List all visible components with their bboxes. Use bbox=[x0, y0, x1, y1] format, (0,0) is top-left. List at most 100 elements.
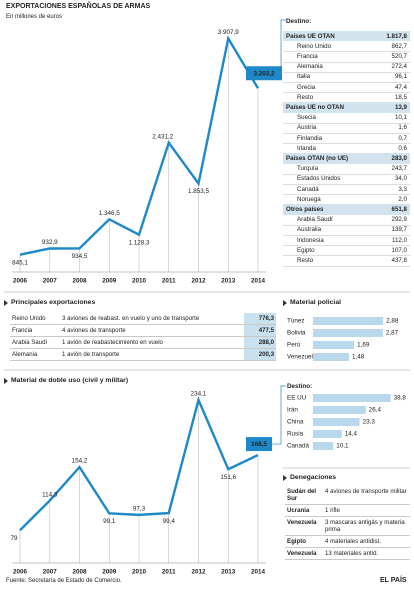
table-row: Arabia Saudí 1 avión de reabastecimiento … bbox=[10, 336, 276, 349]
group-name: Países UE OTAN bbox=[286, 32, 335, 40]
highlight-box bbox=[246, 437, 272, 452]
table-row: Reino Unido 3 aviones de reabast. en vuel… bbox=[10, 313, 276, 325]
amount: 272,4 bbox=[391, 63, 407, 71]
subtitle: En millones de euros bbox=[6, 14, 63, 20]
country: Estados Unidos bbox=[297, 175, 341, 183]
country: Alemania bbox=[10, 348, 60, 361]
data-label: 154,2 bbox=[72, 458, 88, 465]
x-tick-label: 2006 bbox=[13, 278, 28, 285]
x-tick-label: 2007 bbox=[43, 278, 58, 285]
category-label: Túnez bbox=[287, 318, 305, 325]
amount: 1,6 bbox=[398, 124, 407, 132]
country: Canadá bbox=[297, 185, 319, 193]
group-row: Países OTAN (no UE) 283,0 bbox=[283, 153, 410, 164]
heading-text: Denegaciones bbox=[290, 474, 337, 481]
country: Venezuela bbox=[285, 516, 323, 536]
country: Alemania bbox=[297, 63, 323, 71]
country: Grecia bbox=[297, 83, 316, 91]
x-tick-label: 2011 bbox=[162, 278, 176, 285]
data-label: 2,87 bbox=[386, 330, 399, 337]
marker bbox=[4, 377, 8, 384]
group-name: Países UE no OTAN bbox=[286, 103, 344, 111]
country: Sudán del Sur bbox=[285, 486, 323, 505]
country: Italia bbox=[297, 73, 311, 81]
x-tick-label: 2011 bbox=[162, 569, 176, 576]
group-name: Otros países bbox=[286, 205, 324, 213]
country: Irlanda bbox=[297, 144, 316, 152]
description: 4 aviones de transporte militar bbox=[323, 486, 410, 505]
group-value: 283,0 bbox=[391, 154, 407, 162]
table-row: Sudán del Sur 4 aviones de transporte mil… bbox=[285, 486, 410, 505]
bar bbox=[313, 329, 383, 337]
country: Ucrania bbox=[285, 504, 323, 517]
category-label: Perú bbox=[287, 342, 301, 349]
category-label: Venezuela bbox=[287, 354, 317, 361]
country-row: Canadá 3,3 bbox=[283, 184, 410, 196]
country: Arabia Saudí bbox=[10, 336, 60, 349]
x-tick-label: 2012 bbox=[191, 278, 206, 285]
amount: 18,5 bbox=[394, 93, 407, 101]
country: Finlandia bbox=[297, 134, 323, 142]
bar bbox=[313, 442, 334, 450]
data-label: 1.853,5 bbox=[188, 188, 210, 195]
x-tick-label: 2009 bbox=[102, 569, 117, 576]
country-row: Alemania 272,4 bbox=[283, 62, 410, 73]
country-row: Arabia Saudí 292,9 bbox=[283, 215, 410, 226]
data-label: 845,1 bbox=[12, 259, 28, 266]
data-label: 2.431,2 bbox=[152, 133, 174, 140]
amount: 200,3 bbox=[244, 348, 276, 361]
amount: 292,9 bbox=[391, 216, 407, 224]
group-value: 651,8 bbox=[391, 205, 407, 213]
country: Arabia Saudí bbox=[297, 216, 333, 224]
description: 1 avión de transporte bbox=[60, 348, 244, 361]
credit: EL PAÍS bbox=[380, 577, 407, 584]
description: 4 materiales antidist. bbox=[323, 535, 410, 548]
x-tick-label: 2008 bbox=[72, 569, 87, 576]
bar bbox=[313, 418, 360, 426]
data-label: 79 bbox=[10, 535, 18, 542]
country: Egipto bbox=[297, 246, 315, 254]
country-row: Turquía 243,7 bbox=[283, 164, 410, 175]
x-tick-label: 2014 bbox=[251, 278, 266, 285]
amount: 0,7 bbox=[398, 134, 407, 142]
table-title: Destino: bbox=[286, 18, 312, 25]
amount: 34,0 bbox=[394, 175, 407, 183]
x-tick-label: 2012 bbox=[191, 569, 206, 576]
group-row: Países UE OTAN 1.817,8 bbox=[283, 31, 410, 42]
data-label: 38,8 bbox=[394, 395, 407, 402]
destination-table: Destino: Países UE OTAN 1.817,8 Reino Unido… bbox=[283, 17, 410, 277]
amount: 2,0 bbox=[398, 195, 407, 203]
country-row: Egipto 107,0 bbox=[283, 245, 410, 257]
bar bbox=[313, 394, 391, 402]
category-label: China bbox=[287, 419, 304, 426]
country-row: Francia 520,7 bbox=[283, 51, 410, 63]
data-label: 1,69 bbox=[357, 342, 370, 349]
country: Francia bbox=[10, 324, 60, 337]
amount: 862,7 bbox=[391, 42, 407, 50]
table-row: Venezuela 13 materiales antid. bbox=[285, 547, 410, 560]
country-row: Australia 139,7 bbox=[283, 225, 410, 236]
data-label: 168,5 bbox=[251, 441, 267, 448]
country-row: Suecia 10,1 bbox=[283, 113, 410, 124]
data-label: 151,6 bbox=[220, 474, 236, 481]
heading-text: Material de doble uso (civil y militar) bbox=[11, 377, 129, 384]
source: Fuente: Secretaría de Estado de Comercio… bbox=[6, 578, 122, 584]
country: Indonesia bbox=[297, 236, 324, 244]
country: Noruega bbox=[297, 195, 321, 203]
category-label: Rusia bbox=[287, 431, 304, 438]
country: Reino Unido bbox=[297, 42, 332, 50]
group-name: Países OTAN (no UE) bbox=[286, 154, 349, 162]
heading-text: Principales exportaciones bbox=[11, 299, 96, 306]
data-label: 10,1 bbox=[336, 443, 349, 450]
data-label: 934,5 bbox=[72, 253, 88, 260]
country: Resto bbox=[297, 93, 314, 101]
country-row: Estados Unidos 34,0 bbox=[283, 174, 410, 185]
heading-text: Material policial bbox=[290, 299, 341, 306]
marker bbox=[283, 474, 287, 481]
data-label: 14,4 bbox=[345, 431, 358, 438]
data-label: 3.203,2 bbox=[253, 70, 275, 77]
amount: 477,5 bbox=[244, 324, 276, 337]
section-heading: Principales exportaciones bbox=[4, 299, 95, 306]
country: Suecia bbox=[297, 114, 316, 122]
